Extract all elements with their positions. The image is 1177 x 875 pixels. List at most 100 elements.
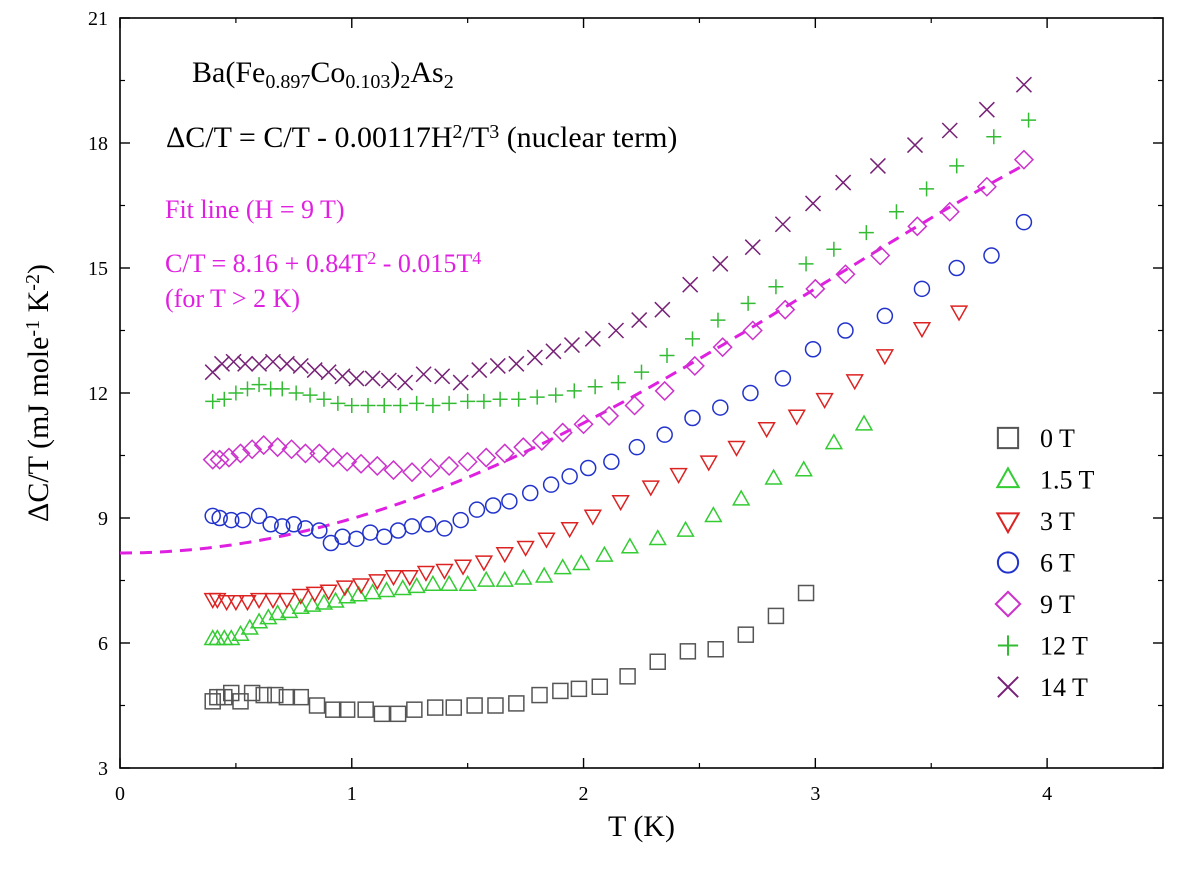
fit-annotation-line: Fit line (H = 9 T) (165, 195, 345, 224)
data-point (267, 686, 284, 704)
data-point (641, 480, 660, 497)
data-point (263, 592, 283, 610)
data-point (492, 391, 508, 407)
legend-label: 9 T (1040, 590, 1075, 619)
annotations: T (K) ΔC/T (mJ mole-1 K-2) Ba(Fe0.897Co0.1… (22, 56, 677, 843)
data-point (654, 380, 675, 401)
data-point (452, 511, 469, 529)
data-point (948, 259, 965, 277)
data-point (439, 574, 459, 592)
data-point (941, 122, 958, 139)
series-6-T (204, 213, 1033, 552)
data-point (710, 312, 726, 328)
data-point (742, 320, 763, 341)
data-point (338, 701, 356, 718)
data-point (824, 433, 844, 450)
data-point (815, 392, 834, 410)
data-point (1015, 213, 1033, 231)
data-point (508, 355, 525, 372)
data-point (976, 176, 997, 197)
data-point (591, 678, 609, 695)
data-point (983, 247, 1000, 264)
data-point (598, 405, 620, 426)
data-point (912, 322, 932, 339)
data-point (383, 460, 404, 481)
data-point (501, 493, 518, 510)
y-tick-label: 9 (98, 508, 108, 530)
data-point (531, 686, 548, 704)
data-point (712, 399, 729, 416)
data-point (232, 693, 249, 710)
data-point (268, 604, 287, 621)
data-point (306, 362, 323, 379)
data-point (264, 353, 282, 370)
data-point (888, 204, 904, 220)
data-point (308, 697, 326, 714)
y-tick-label: 18 (88, 133, 108, 155)
compound-formula: Ba(Fe0.897Co0.103)2As2 (192, 56, 454, 93)
data-point (401, 462, 423, 483)
data-point (774, 370, 792, 387)
data-point (377, 581, 396, 598)
data-point (682, 276, 699, 293)
legend-label: 14 T (1040, 673, 1088, 702)
y-tick-label: 12 (88, 383, 108, 405)
data-point (869, 157, 886, 174)
data-point (292, 688, 310, 706)
data-point (561, 468, 578, 485)
data-point (949, 305, 969, 322)
data-point (624, 395, 645, 416)
data-point (389, 705, 407, 723)
data-point (335, 580, 354, 597)
data-point (243, 684, 261, 702)
data-point (919, 181, 935, 197)
data-point (297, 520, 314, 537)
data-point (684, 331, 700, 347)
data-point (223, 684, 240, 702)
data-point (531, 430, 552, 451)
data-point (631, 312, 648, 329)
data-point (495, 570, 514, 587)
data-point (249, 592, 269, 610)
x-tick-label: 2 (579, 783, 589, 805)
data-point (316, 391, 332, 407)
data-point (679, 643, 697, 660)
data-point (251, 355, 268, 372)
data-point (648, 529, 667, 546)
data-point (392, 398, 408, 413)
data-point (573, 414, 594, 435)
data-point (704, 506, 723, 523)
data-point (291, 597, 310, 614)
data-point (835, 264, 856, 285)
x-tick-label: 4 (1042, 783, 1052, 805)
data-point (439, 455, 460, 476)
data-point (420, 516, 437, 533)
data-point (587, 379, 603, 395)
data-point (712, 255, 729, 272)
data-point (757, 422, 776, 439)
data-point (376, 398, 392, 413)
data-point (876, 307, 894, 325)
data-point (552, 682, 569, 700)
data-point (552, 422, 573, 443)
data-point (457, 451, 478, 472)
data-point (787, 409, 806, 426)
data-point (619, 668, 636, 685)
data-point (380, 372, 397, 389)
data-point (218, 447, 239, 468)
data-point (403, 518, 421, 535)
data-point (513, 437, 534, 458)
data-point (875, 349, 895, 366)
data-point (466, 697, 483, 714)
series-0-T (204, 584, 815, 723)
data-point (986, 129, 1002, 145)
data-point (907, 216, 928, 237)
data-point (305, 586, 324, 603)
x-tick-label: 3 (810, 783, 820, 805)
data-point (204, 507, 221, 525)
y-tick-label: 3 (98, 758, 108, 780)
data-point (292, 357, 309, 374)
data-point (737, 626, 755, 643)
data-point (234, 511, 252, 529)
data-point (1015, 76, 1032, 93)
